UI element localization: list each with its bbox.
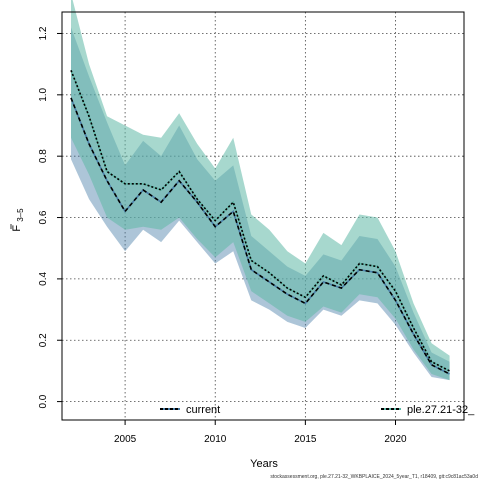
series-lines [70, 69, 450, 375]
x-tick-label: 2010 [204, 434, 227, 445]
y-tick-label: 0.2 [38, 333, 49, 347]
x-axis: 2005 2010 2015 2020 [114, 420, 407, 445]
y-tick-label: 0.8 [38, 149, 49, 163]
y-tick-label: 0.0 [38, 394, 49, 408]
x-tick-label: 2015 [294, 434, 317, 445]
x-tick-label: 2020 [384, 434, 407, 445]
y-tick-label: 0.6 [38, 210, 49, 224]
y-axis-title: F 3–5 [10, 208, 25, 232]
legend-label-stock: ple.27.21-32_ [407, 404, 475, 416]
y-axis-title-subscript: 3–5 [16, 208, 25, 222]
series-line-current [70, 97, 450, 375]
series-line-underlay-stock [70, 69, 450, 372]
confidence-bands [71, 0, 450, 381]
y-axis-title-main: F [11, 225, 23, 232]
y-tick-label: 0.4 [38, 272, 49, 286]
legend: current ple.27.21-32_ [160, 404, 475, 416]
confidence-band-stock [71, 0, 450, 381]
y-tick-label: 1.2 [38, 26, 49, 40]
legend-label-current: current [186, 404, 220, 416]
y-tick-label: 1.0 [38, 87, 49, 101]
footer-text: stockassessment.org, ple.27.21-32_WKBPLA… [270, 474, 478, 480]
x-tick-label: 2005 [114, 434, 137, 445]
y-axis: 0.0 0.2 0.4 0.6 0.8 1.0 1.2 [38, 26, 62, 409]
svg-text:F 3–5: F 3–5 [11, 208, 25, 232]
plot-frame [61, 11, 465, 421]
x-axis-title: Years [250, 458, 278, 470]
